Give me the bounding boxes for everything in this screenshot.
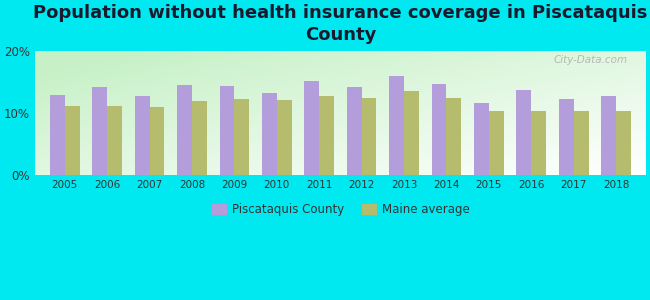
Bar	[616, 111, 631, 175]
Bar	[389, 76, 404, 175]
Bar	[361, 98, 376, 175]
Bar	[432, 83, 447, 175]
Legend: Piscataquis County, Maine average: Piscataquis County, Maine average	[207, 198, 474, 220]
Bar	[489, 111, 504, 175]
Title: Population without health insurance coverage in Piscataquis
County: Population without health insurance cove…	[33, 4, 647, 44]
Bar	[65, 106, 79, 175]
Bar	[150, 107, 164, 175]
Bar	[262, 93, 277, 175]
Text: City-Data.com: City-Data.com	[553, 55, 627, 65]
Bar	[50, 94, 65, 175]
Bar	[220, 86, 235, 175]
Bar	[517, 90, 531, 175]
Bar	[277, 100, 292, 175]
Bar	[447, 98, 461, 175]
Bar	[574, 111, 588, 175]
Bar	[92, 87, 107, 175]
Bar	[304, 81, 319, 175]
Bar	[107, 106, 122, 175]
Bar	[559, 99, 574, 175]
Bar	[235, 99, 249, 175]
Bar	[531, 111, 546, 175]
Bar	[135, 96, 150, 175]
Bar	[177, 85, 192, 175]
Bar	[192, 101, 207, 175]
Bar	[347, 87, 361, 175]
Bar	[601, 97, 616, 175]
Bar	[319, 96, 334, 175]
Bar	[474, 103, 489, 175]
Bar	[404, 91, 419, 175]
